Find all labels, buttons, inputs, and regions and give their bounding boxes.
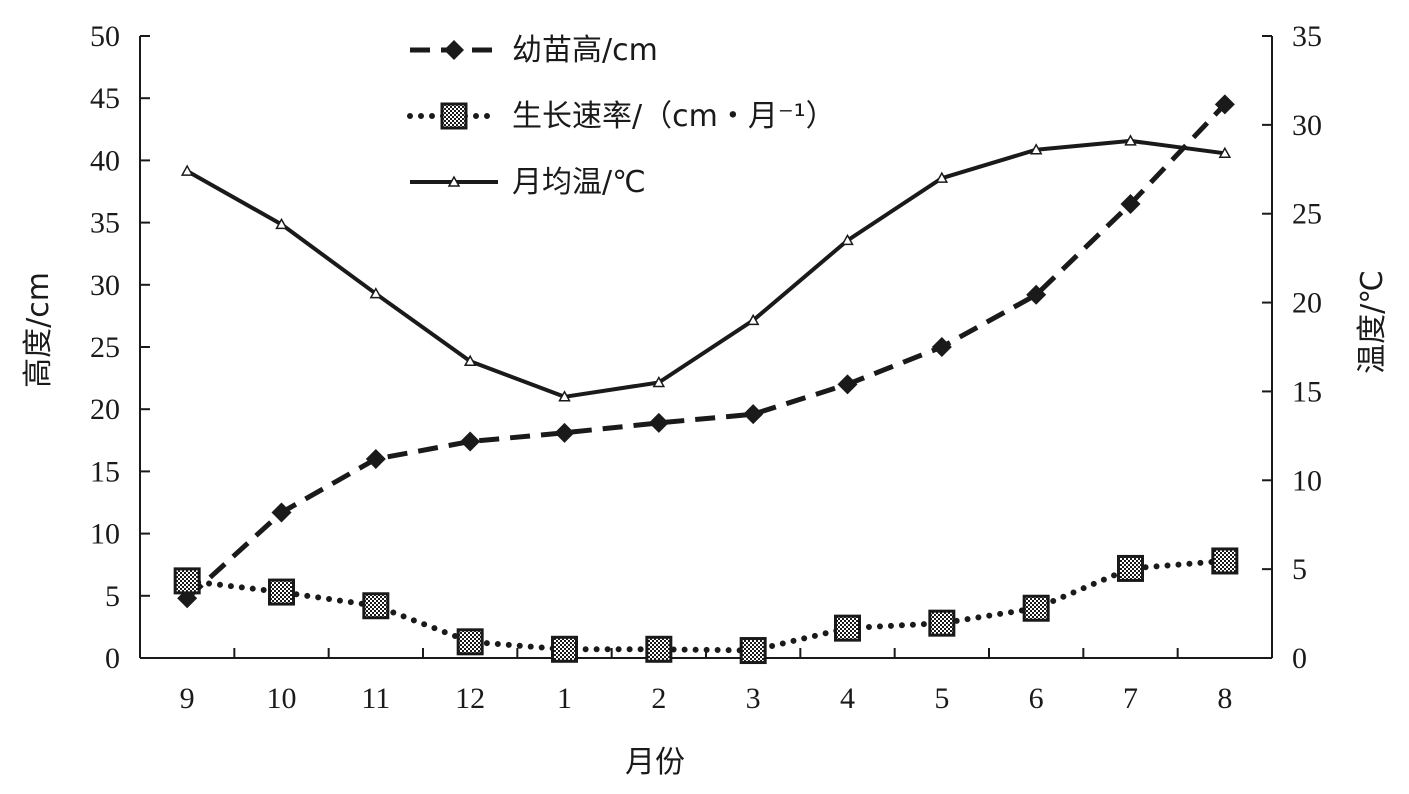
right-axis-title: 温度/℃ [1355, 270, 1390, 374]
right-tick-label: 35 [1292, 20, 1322, 53]
left-tick-label: 35 [90, 207, 120, 240]
x-tick-label: 3 [746, 682, 761, 715]
right-axis-ticks: 0 5 10 15 20 25 30 35 [1262, 20, 1322, 675]
data-point-triangle [180, 164, 194, 176]
x-tick-label: 7 [1123, 682, 1138, 715]
data-point-diamond [1026, 284, 1047, 305]
data-point-triangle [1029, 143, 1043, 155]
data-point-square [834, 614, 861, 642]
left-tick-label: 50 [90, 20, 120, 53]
left-tick-label: 40 [90, 144, 120, 177]
data-point-triangle [369, 287, 383, 299]
x-tick-label: 4 [840, 682, 855, 715]
right-tick-label: 0 [1292, 642, 1307, 675]
x-tick-label: 8 [1217, 682, 1232, 715]
legend: 幼苗高/cm 生长速率/（cm・月⁻¹） 月均温/℃ [407, 33, 836, 200]
legend-label-seedling-height: 幼苗高/cm [512, 33, 658, 68]
series-line [184, 558, 1228, 654]
right-tick-label: 20 [1292, 287, 1322, 320]
data-point-square [173, 567, 201, 595]
data-point-triangle [1124, 134, 1137, 146]
right-tick-label: 10 [1292, 464, 1322, 497]
x-tick-label: 12 [455, 682, 485, 715]
right-tick-label: 25 [1292, 198, 1322, 231]
data-point-triangle [652, 375, 666, 388]
left-tick-label: 15 [90, 455, 120, 488]
data-point-diamond [365, 448, 386, 469]
data-point-diamond [931, 337, 952, 357]
data-point-diamond [648, 412, 669, 433]
x-tick-label: 11 [361, 682, 390, 715]
data-point-square [1211, 547, 1239, 575]
series-layer [173, 94, 1239, 665]
x-tick-label: 6 [1029, 682, 1044, 715]
legend-label-growth-rate: 生长速率/（cm・月⁻¹） [512, 99, 836, 134]
data-point-square [551, 635, 578, 663]
data-point-triangle [1218, 146, 1232, 159]
data-point-triangle [935, 171, 949, 183]
series-0 [177, 94, 1235, 609]
x-tick-label: 1 [557, 682, 572, 715]
left-tick-label: 5 [105, 580, 120, 613]
left-axis-title: 高度/cm [21, 272, 56, 388]
series-line [185, 102, 1227, 601]
left-tick-label: 10 [90, 518, 120, 551]
left-tick-label: 20 [90, 393, 120, 426]
data-point-triangle [746, 313, 760, 326]
series-2 [180, 134, 1232, 402]
series-1 [173, 547, 1239, 665]
data-point-diamond [743, 404, 764, 425]
x-tick-label: 9 [180, 682, 195, 715]
data-point-diamond [837, 374, 858, 395]
data-point-triangle [463, 354, 477, 366]
left-tick-label: 30 [90, 269, 120, 302]
x-tick-label: 2 [651, 682, 666, 715]
x-tick-label: 5 [934, 682, 949, 715]
left-tick-label: 0 [105, 642, 120, 675]
data-point-triangle [275, 217, 288, 230]
data-point-diamond [271, 502, 292, 523]
data-point-square [268, 578, 295, 606]
legend-marker-diamond [444, 40, 464, 60]
data-point-square [1117, 554, 1144, 582]
left-tick-label: 25 [90, 331, 120, 364]
data-point-square [1022, 594, 1050, 622]
series-line [186, 138, 1226, 399]
x-axis-title: 月份 [625, 745, 685, 780]
left-tick-label: 45 [90, 82, 120, 115]
legend-label-monthly-temp: 月均温/℃ [512, 165, 646, 200]
data-point-square [739, 637, 767, 665]
data-point-triangle [558, 390, 571, 402]
legend-marker-triangle [447, 175, 461, 187]
data-point-diamond [1214, 94, 1235, 115]
data-point-diamond [1120, 193, 1141, 214]
data-point-square [456, 628, 484, 656]
data-point-square [645, 635, 673, 663]
legend-marker-hatched-square [440, 102, 468, 130]
x-axis-ticks: 9 10 11 12 1 2 3 4 5 6 7 8 [139, 648, 1273, 715]
data-point-diamond [460, 431, 481, 452]
data-point-triangle [841, 233, 854, 246]
data-point-diamond [554, 422, 575, 443]
data-point-square [362, 592, 390, 620]
right-tick-label: 30 [1292, 109, 1322, 142]
right-tick-label: 15 [1292, 375, 1322, 408]
left-axis-ticks: 0 5 10 15 20 25 30 35 40 45 50 [90, 20, 150, 675]
x-tick-label: 10 [267, 682, 297, 715]
data-point-square [928, 609, 956, 637]
right-tick-label: 5 [1292, 553, 1307, 586]
